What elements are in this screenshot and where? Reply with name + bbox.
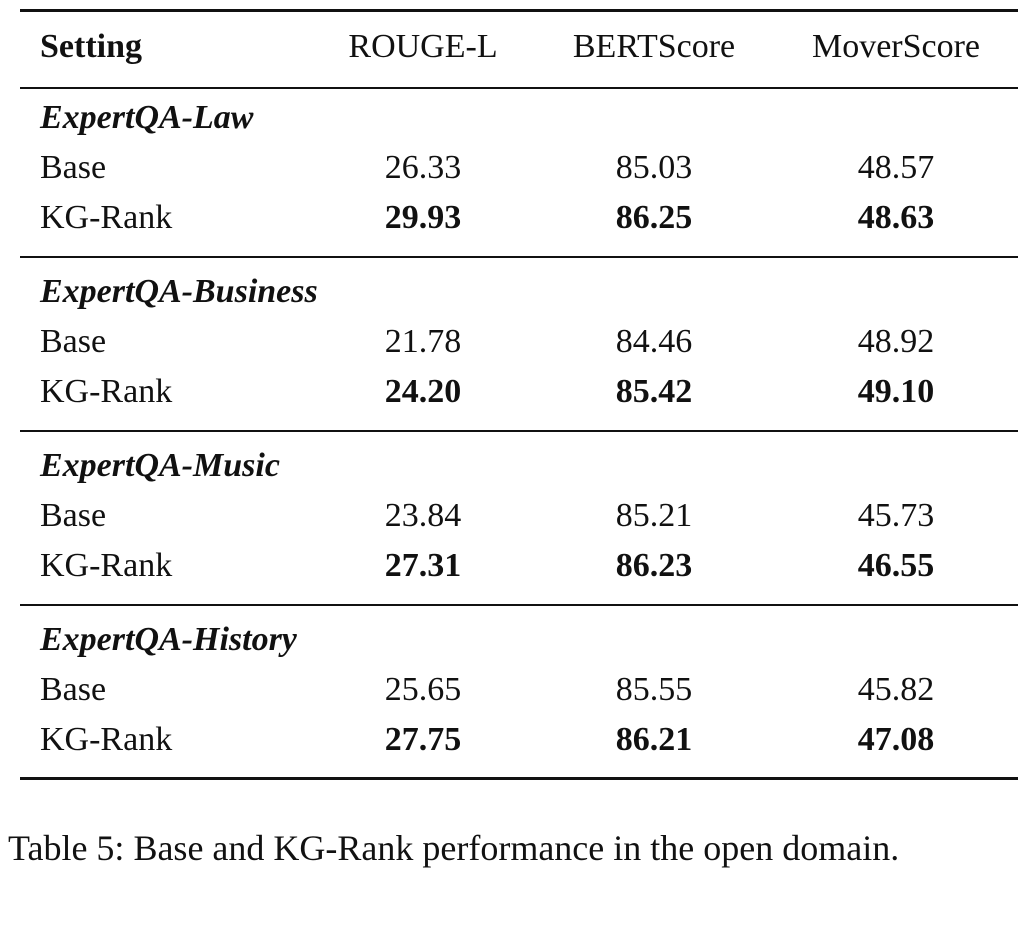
group-title: ExpertQA-History	[40, 621, 297, 658]
caption: Table 5: Base and KG-Rank performance in…	[8, 828, 900, 868]
row-label: KG-Rank	[40, 721, 173, 758]
cell: 85.55	[615, 671, 693, 708]
cell: 27.75	[384, 721, 462, 758]
cell: 45.73	[857, 497, 935, 534]
row-label: KG-Rank	[40, 199, 173, 236]
group-rule	[20, 430, 1018, 432]
row-label: KG-Rank	[40, 373, 173, 410]
cell: 85.42	[615, 373, 693, 410]
cell: 84.46	[615, 323, 693, 360]
row-label: KG-Rank	[40, 547, 173, 584]
group-rule	[20, 256, 1018, 258]
group-title: ExpertQA-Business	[40, 273, 318, 310]
header-cell: MoverScore	[811, 28, 981, 65]
cell: 48.57	[857, 149, 935, 186]
group-title: ExpertQA-Music	[40, 447, 280, 484]
cell: 21.78	[384, 323, 462, 360]
header-cell: ROUGE-L	[348, 28, 498, 65]
row-label: Base	[40, 323, 107, 360]
cell: 25.65	[384, 671, 462, 708]
cell: 24.20	[384, 373, 462, 410]
cell: 23.84	[384, 497, 462, 534]
cell: 48.92	[857, 323, 935, 360]
top-rule	[20, 9, 1018, 12]
cell: 85.21	[615, 497, 693, 534]
cell: 47.08	[857, 721, 935, 758]
row-label: Base	[40, 497, 107, 534]
cell: 86.21	[615, 721, 693, 758]
cell: 86.25	[615, 199, 693, 236]
cell: 45.82	[857, 671, 935, 708]
header-cell: BERTScore	[572, 28, 736, 65]
header-rule	[20, 87, 1018, 89]
cell: 85.03	[615, 149, 693, 186]
cell: 27.31	[384, 547, 462, 584]
group-rule	[20, 604, 1018, 606]
cell: 46.55	[857, 547, 935, 584]
cell: 48.63	[857, 199, 935, 236]
cell: 29.93	[384, 199, 462, 236]
group-title: ExpertQA-Law	[40, 99, 254, 136]
cell: 86.23	[615, 547, 693, 584]
cell: 49.10	[857, 373, 935, 410]
bottom-rule	[20, 777, 1018, 780]
row-label: Base	[40, 671, 107, 708]
row-label: Base	[40, 149, 107, 186]
header-cell: Setting	[40, 28, 142, 65]
cell: 26.33	[384, 149, 462, 186]
